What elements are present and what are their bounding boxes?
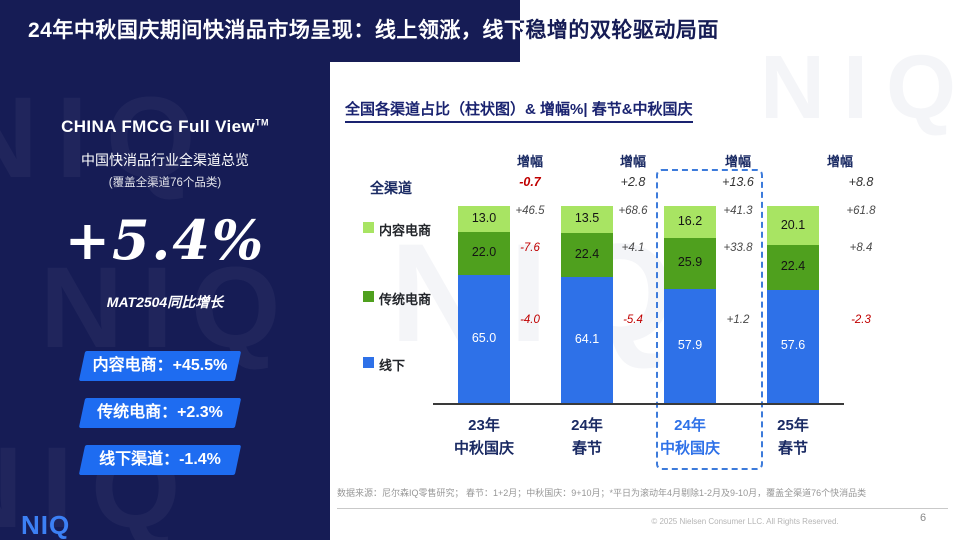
x-axis-label-line1: 25年 (777, 417, 809, 434)
bar-value-label: 64.1 (574, 331, 600, 346)
header-background (0, 0, 520, 62)
bar-segment-offline (561, 276, 613, 403)
segment-growth-value: -2.3 (851, 314, 871, 326)
segment-growth-value: +61.8 (846, 205, 876, 217)
x-axis-label-line1: 23年 (468, 417, 500, 434)
bar-segment-traditional-ecommerce (767, 245, 819, 290)
kpi-badge-label: 传统电商：+2.3% (97, 404, 223, 421)
niq-watermark: NIQ (390, 214, 693, 371)
kpi-badge-label: 线下渠道：-1.4% (99, 451, 221, 468)
chart-title: 全国各渠道占比（柱状图）& 增幅%| 春节&中秋国庆 (345, 98, 693, 123)
segment-growth-value: +46.5 (515, 205, 545, 217)
x-axis-label-line1: 24年 (571, 417, 603, 434)
chart-area: NIQ NIQ 全国各渠道占比（柱状图）& 增幅%| 春节&中秋国庆 增幅 -0.… (330, 38, 960, 540)
legend-swatch-traditional-ecommerce (363, 291, 374, 302)
bar-segment-content-ecommerce (561, 206, 613, 233)
bar-segment-content-ecommerce (664, 206, 716, 238)
sidebar-panel: NIQ NIQ NIQ CHINA FMCG Full ViewTM 中国快消品… (0, 62, 330, 540)
copyright-text: © 2025 Nielsen Consumer LLC. All Rights … (651, 517, 839, 526)
kpi-badge-label: 内容电商：+45.5% (92, 357, 228, 374)
source-footnote: 数据来源：尼尔森IQ零售研究； 春节：1+2月；中秋国庆：9+10月；*平日为滚… (337, 488, 867, 498)
bar-value-label: 22.0 (471, 245, 497, 260)
segment-growth-value: +8.4 (849, 242, 873, 254)
x-axis-line (433, 403, 844, 405)
brand-title: CHINA FMCG Full ViewTM (0, 117, 330, 137)
kpi-badge-offline: 线下渠道：-1.4% (78, 445, 242, 475)
page-number: 6 (920, 512, 927, 524)
coverage-note: (覆盖全渠道76个品类) (108, 177, 222, 189)
growth-column-header: 增幅 (826, 154, 853, 169)
segment-growth-value: +33.8 (723, 242, 753, 254)
total-growth-value: +2.8 (620, 175, 646, 189)
bar-value-label: 65.0 (471, 330, 497, 345)
brand-title-text: CHINA FMCG Full View (61, 117, 256, 136)
growth-column-header: 增幅 (724, 154, 751, 169)
bar-value-label: 13.0 (471, 210, 497, 225)
legend-swatch-content-ecommerce (363, 222, 374, 233)
segment-growth-value: -5.4 (623, 314, 643, 326)
footer-divider (337, 508, 948, 509)
x-axis-label-line1: 24年 (674, 417, 706, 434)
kpi-badge-content-ecommerce: 内容电商：+45.5% (78, 351, 242, 381)
total-growth-value: +8.8 (848, 175, 874, 189)
sidebar-subtitle: 中国快消品行业全渠道总览 (81, 152, 249, 168)
bar-value-label: 16.2 (677, 213, 703, 228)
total-growth-value: -0.7 (519, 175, 541, 189)
bar-value-label: 57.6 (780, 338, 806, 353)
headline-caption: MAT2504同比增长 (106, 294, 224, 310)
slide-title-overlay: 24年中秋国庆期间快消品市场呈现：线上领涨，线下稳增的双轮驱动局面 (520, 0, 719, 62)
growth-column-header: 增幅 (619, 154, 646, 169)
legend-label-offline: 线下 (379, 358, 406, 373)
brand-trademark: TM (255, 117, 269, 128)
segment-growth-value: +1.2 (726, 314, 750, 326)
bar-value-label: 57.9 (677, 337, 703, 352)
bar-value-label: 25.9 (677, 255, 703, 270)
bar-segment-content-ecommerce (458, 206, 510, 232)
bar-value-label: 22.4 (780, 259, 806, 274)
bar-value-label: 13.5 (574, 211, 600, 226)
bar-value-label: 20.1 (780, 217, 806, 232)
bar-segment-traditional-ecommerce (561, 232, 613, 277)
highlight-dashed-box (656, 169, 763, 470)
total-growth-value: +13.6 (722, 175, 754, 189)
segment-growth-value: -7.6 (520, 242, 540, 254)
legend-label-content-ecommerce: 内容电商 (379, 223, 432, 238)
x-axis-label-line2: 春节 (777, 440, 808, 457)
segment-growth-value: -4.0 (520, 314, 540, 326)
segment-growth-value: +68.6 (618, 205, 648, 217)
bar-segment-content-ecommerce (767, 205, 819, 246)
segment-growth-value: +41.3 (723, 205, 753, 217)
growth-column-header: 增幅 (516, 154, 543, 169)
x-axis-label-line2: 中秋国庆 (453, 440, 514, 457)
x-axis-label-line2: 中秋国庆 (659, 440, 720, 457)
segment-growth-value: +4.1 (621, 242, 645, 254)
bar-segment-offline (767, 289, 819, 403)
headline-metric: +5.4% (64, 208, 266, 272)
bar-segment-traditional-ecommerce (458, 231, 510, 275)
legend-swatch-offline (363, 357, 374, 368)
niq-logo: NIQ (21, 510, 71, 540)
legend-label-traditional-ecommerce: 传统电商 (379, 292, 432, 307)
x-axis-label-line2: 春节 (571, 440, 602, 457)
bar-segment-offline (664, 288, 716, 403)
bar-value-label: 22.4 (574, 246, 600, 261)
total-row-label: 全渠道 (370, 180, 412, 196)
header-band: 24年中秋国庆期间快消品市场呈现：线上领涨，线下稳增的双轮驱动局面 24年中秋国… (0, 0, 960, 62)
kpi-badge-traditional-ecommerce: 传统电商：+2.3% (78, 398, 242, 428)
bar-segment-offline (458, 274, 510, 403)
bar-segment-traditional-ecommerce (664, 237, 716, 289)
